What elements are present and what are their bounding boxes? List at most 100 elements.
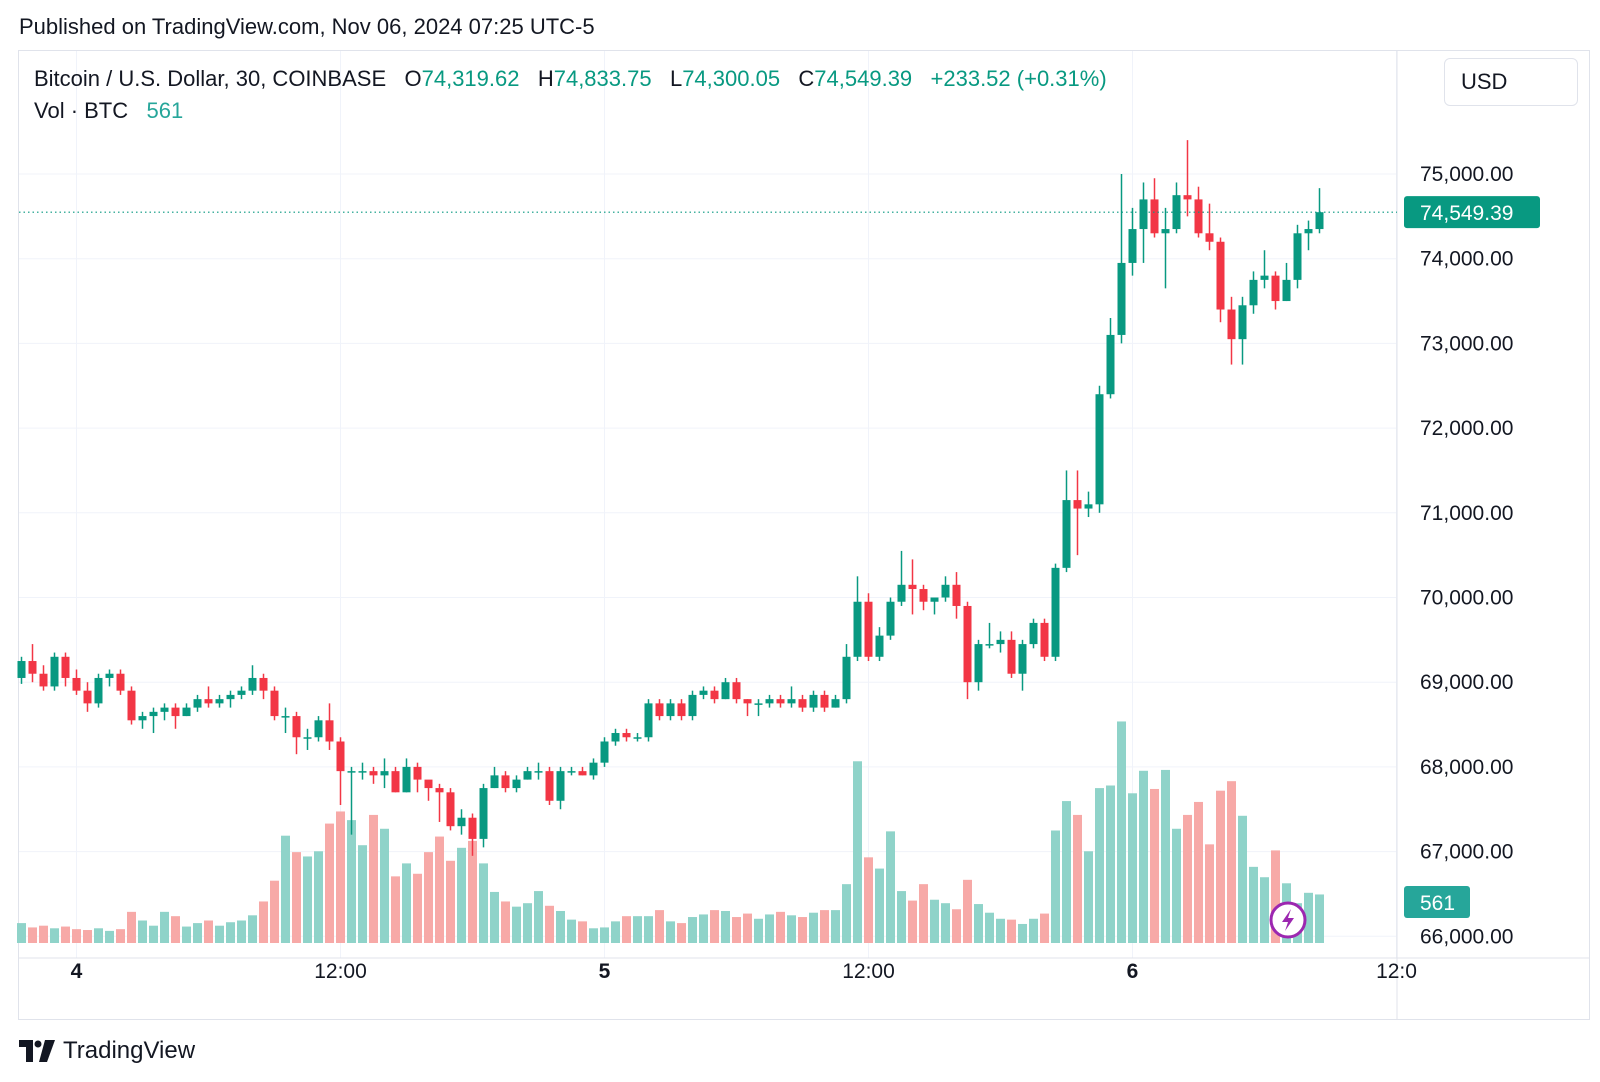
candle-body bbox=[545, 771, 554, 801]
candle-body bbox=[1073, 500, 1082, 509]
candle-body bbox=[215, 699, 224, 704]
price-tick-label: 69,000.00 bbox=[1420, 671, 1513, 694]
candle-body bbox=[1128, 229, 1137, 263]
candle-body bbox=[864, 601, 873, 657]
brand-name: TradingView bbox=[63, 1037, 196, 1064]
volume-bar bbox=[446, 860, 455, 943]
candle-body bbox=[193, 699, 202, 708]
candle-body bbox=[468, 817, 477, 839]
candle-body bbox=[633, 737, 642, 739]
last-price-badge bbox=[1404, 196, 1540, 229]
candle-body bbox=[347, 771, 356, 773]
volume-bar bbox=[149, 925, 158, 943]
volume-bar bbox=[281, 835, 290, 943]
candle-body bbox=[292, 716, 301, 738]
candle-body bbox=[1062, 500, 1071, 568]
volume-bar bbox=[28, 927, 37, 943]
volume-bar bbox=[391, 876, 400, 943]
volume-bar bbox=[171, 916, 180, 943]
volume-bar bbox=[1194, 801, 1203, 943]
time-tick-label: 12:00 bbox=[842, 960, 895, 983]
time-tick-label: 12:00 bbox=[314, 960, 367, 983]
volume-bar bbox=[39, 925, 48, 943]
candle-body bbox=[1084, 504, 1093, 509]
candle-body bbox=[501, 775, 510, 789]
volume-bar bbox=[666, 921, 675, 943]
volume-bar bbox=[545, 905, 554, 943]
candle-body bbox=[787, 699, 796, 704]
volume-bar bbox=[1216, 790, 1225, 943]
volume-bar bbox=[941, 903, 950, 943]
price-tick-label: 67,000.00 bbox=[1420, 841, 1513, 864]
volume-bar bbox=[765, 914, 774, 943]
volume-bar bbox=[1062, 801, 1071, 943]
close-value: 74,549.39 bbox=[814, 66, 913, 91]
volume-bar bbox=[721, 910, 730, 943]
volume-bar bbox=[655, 910, 664, 943]
volume-bar bbox=[1018, 923, 1027, 943]
candle-body bbox=[809, 694, 818, 708]
volume-bar bbox=[611, 921, 620, 943]
candle-body bbox=[1227, 309, 1236, 340]
candle-body bbox=[1040, 622, 1049, 657]
volume-bar bbox=[1304, 892, 1313, 943]
candle-body bbox=[996, 639, 1005, 645]
candle-body bbox=[1051, 567, 1060, 657]
volume-bar bbox=[127, 911, 136, 943]
candle-body bbox=[578, 771, 587, 776]
price-tick-label: 68,000.00 bbox=[1420, 756, 1513, 779]
candle-body bbox=[699, 690, 708, 695]
volume-bar bbox=[820, 910, 829, 943]
candle-body bbox=[138, 716, 147, 721]
candle-body bbox=[1260, 275, 1269, 280]
candle-body bbox=[1007, 639, 1016, 674]
volume-bar bbox=[1260, 877, 1269, 943]
volume-bar bbox=[237, 920, 246, 943]
volume-bar bbox=[1161, 769, 1170, 943]
price-tick-label: 72,000.00 bbox=[1420, 417, 1513, 440]
volume-bar bbox=[83, 930, 92, 943]
volume-bar bbox=[72, 929, 81, 943]
candle-body bbox=[644, 703, 653, 738]
candle-body bbox=[39, 673, 48, 687]
price-tick-label: 75,000.00 bbox=[1420, 163, 1513, 186]
volume-bar bbox=[644, 916, 653, 943]
volume-bar bbox=[270, 880, 279, 943]
candle-body bbox=[710, 690, 719, 700]
candle-body bbox=[974, 644, 983, 683]
volume-bar bbox=[182, 926, 191, 943]
candle-body bbox=[1150, 199, 1159, 234]
volume-bar bbox=[776, 911, 785, 943]
volume-bar bbox=[996, 918, 1005, 943]
candle-body bbox=[424, 779, 433, 789]
last-volume-badge bbox=[1404, 886, 1470, 918]
volume-bar bbox=[61, 926, 70, 943]
volume-bar bbox=[578, 921, 587, 943]
volume-bar bbox=[556, 910, 565, 943]
candle-body bbox=[600, 741, 609, 763]
candle-body bbox=[1282, 279, 1291, 302]
candle-body bbox=[523, 771, 532, 780]
candle-body bbox=[589, 762, 598, 776]
candle-body bbox=[930, 597, 939, 602]
volume-bar bbox=[864, 857, 873, 943]
volume-bar bbox=[699, 914, 708, 943]
candle-body bbox=[875, 635, 884, 657]
volume-bar bbox=[842, 884, 851, 943]
volume-bar bbox=[160, 911, 169, 943]
volume-bar bbox=[248, 915, 257, 943]
volume-bar bbox=[1128, 793, 1137, 943]
candle-body bbox=[842, 656, 851, 700]
price-tick-label: 73,000.00 bbox=[1420, 332, 1513, 355]
last-volume-badge-label: 561 bbox=[1420, 892, 1455, 915]
candle-body bbox=[853, 601, 862, 657]
volume-bar bbox=[1227, 781, 1236, 943]
candle-body bbox=[1304, 229, 1313, 234]
candle-body bbox=[83, 690, 92, 704]
currency-button[interactable]: USD bbox=[1444, 58, 1578, 106]
chart-grid bbox=[19, 51, 1590, 1019]
volume-bar bbox=[94, 928, 103, 943]
candles bbox=[17, 140, 1324, 856]
price-axis: 75,000.00 74,000.00 73,000.00 72,000.00 71,0… bbox=[1420, 163, 1513, 948]
